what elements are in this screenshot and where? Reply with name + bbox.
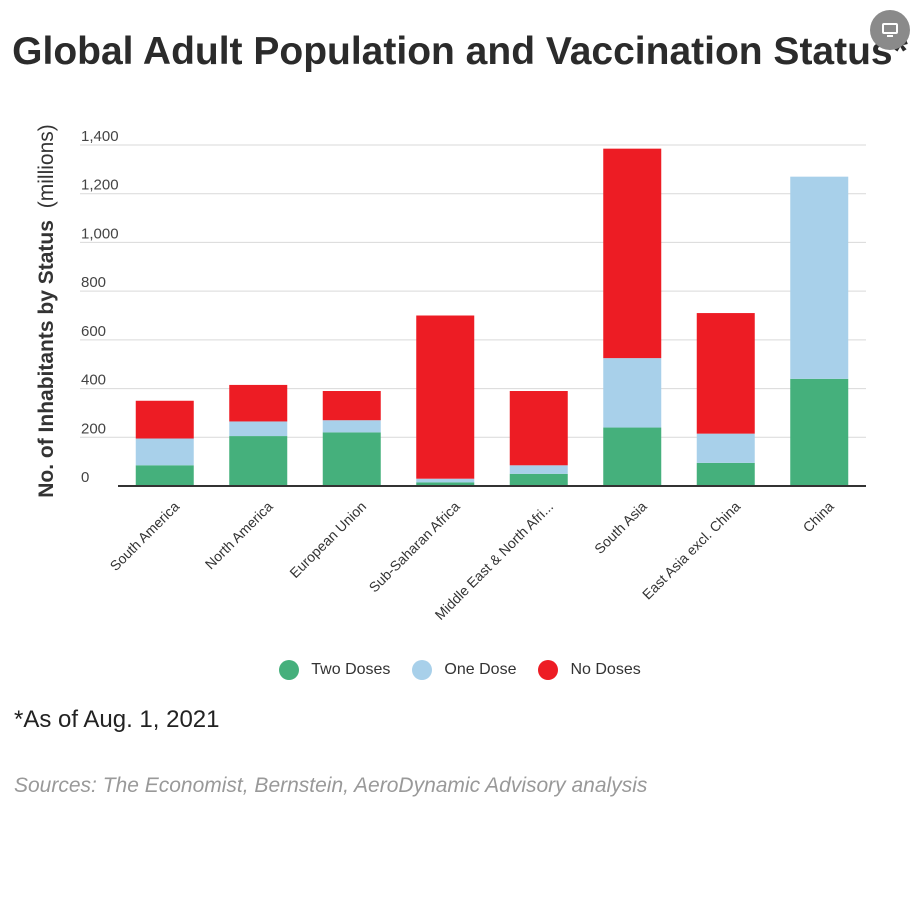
bar-two-doses <box>135 465 194 486</box>
bar-no-doses <box>603 148 662 359</box>
y-tick-label: 1,200 <box>81 177 119 194</box>
bar-one-dose <box>696 433 755 463</box>
y-axis-label: No. of Inhabitants by Status (millions) <box>35 124 58 498</box>
x-tick-label: South America <box>107 498 183 574</box>
x-tick-label: East Asia excl. China <box>639 498 743 602</box>
bar-no-doses <box>509 391 568 466</box>
bar-two-doses <box>696 462 755 486</box>
bar-two-doses <box>603 427 662 486</box>
bar-no-doses <box>322 391 381 421</box>
x-tick-label: Sub-Saharan Africa <box>366 498 463 595</box>
bar-one-dose <box>509 465 568 474</box>
bar-no-doses <box>696 313 755 434</box>
y-axis-label-bold: No. of Inhabitants by Status <box>35 220 58 498</box>
legend-item-one-dose: One Dose <box>412 660 516 680</box>
bar-one-dose <box>790 176 849 379</box>
legend-label-no-doses: No Doses <box>570 661 641 678</box>
y-axis-label-units: (millions) <box>35 124 58 208</box>
bar-two-doses <box>790 378 849 486</box>
y-tick-label: 1,400 <box>81 128 119 145</box>
bar-one-dose <box>229 421 288 437</box>
bars <box>135 148 849 486</box>
legend-swatch-two-doses <box>279 660 300 680</box>
bar-no-doses <box>229 384 288 422</box>
bar-no-doses <box>135 400 194 439</box>
legend-label-two-doses: Two Doses <box>311 661 391 678</box>
bar-two-doses <box>509 473 568 486</box>
y-tick-label: 600 <box>81 323 106 340</box>
bar-one-dose <box>322 420 381 433</box>
y-tick-label: 1,000 <box>81 225 119 242</box>
y-tick-label: 800 <box>81 274 106 291</box>
stacked-bar-chart: 0 200 400 600 800 1,000 1,200 1,400 South Ameri… <box>35 124 866 623</box>
chart-title: Global Adult Population and Vaccination … <box>12 30 908 73</box>
bar-no-doses <box>416 315 475 479</box>
legend: Two Doses One Dose No Doses <box>0 660 920 680</box>
x-tick-label: European Union <box>286 498 369 581</box>
legend-swatch-no-doses <box>538 660 559 680</box>
y-tick-label: 0 <box>81 469 89 486</box>
bar-one-dose <box>416 478 475 483</box>
footnote: *As of Aug. 1, 2021 <box>14 706 220 733</box>
bar-one-dose <box>603 358 662 428</box>
y-tick-labels: 0 200 400 600 800 1,000 1,200 1,400 <box>81 128 119 486</box>
bar-two-doses <box>229 436 288 486</box>
legend-item-two-doses: Two Doses <box>279 660 390 680</box>
comment-icon <box>882 23 898 37</box>
bar-two-doses <box>322 432 381 486</box>
y-tick-label: 200 <box>81 420 106 437</box>
bar-two-doses <box>416 482 475 486</box>
sources-note: Sources: The Economist, Bernstein, AeroD… <box>14 774 648 797</box>
comment-button[interactable] <box>870 10 910 50</box>
legend-label-one-dose: One Dose <box>444 661 517 678</box>
y-tick-label: 400 <box>81 372 106 389</box>
x-tick-labels: South America North America European Union… <box>107 498 837 623</box>
legend-item-no-doses: No Doses <box>538 660 641 680</box>
x-tick-label: China <box>800 498 837 535</box>
bar-one-dose <box>135 438 194 466</box>
legend-swatch-one-dose <box>412 660 433 680</box>
x-tick-label: North America <box>202 498 276 572</box>
x-tick-label: South Asia <box>591 498 650 557</box>
